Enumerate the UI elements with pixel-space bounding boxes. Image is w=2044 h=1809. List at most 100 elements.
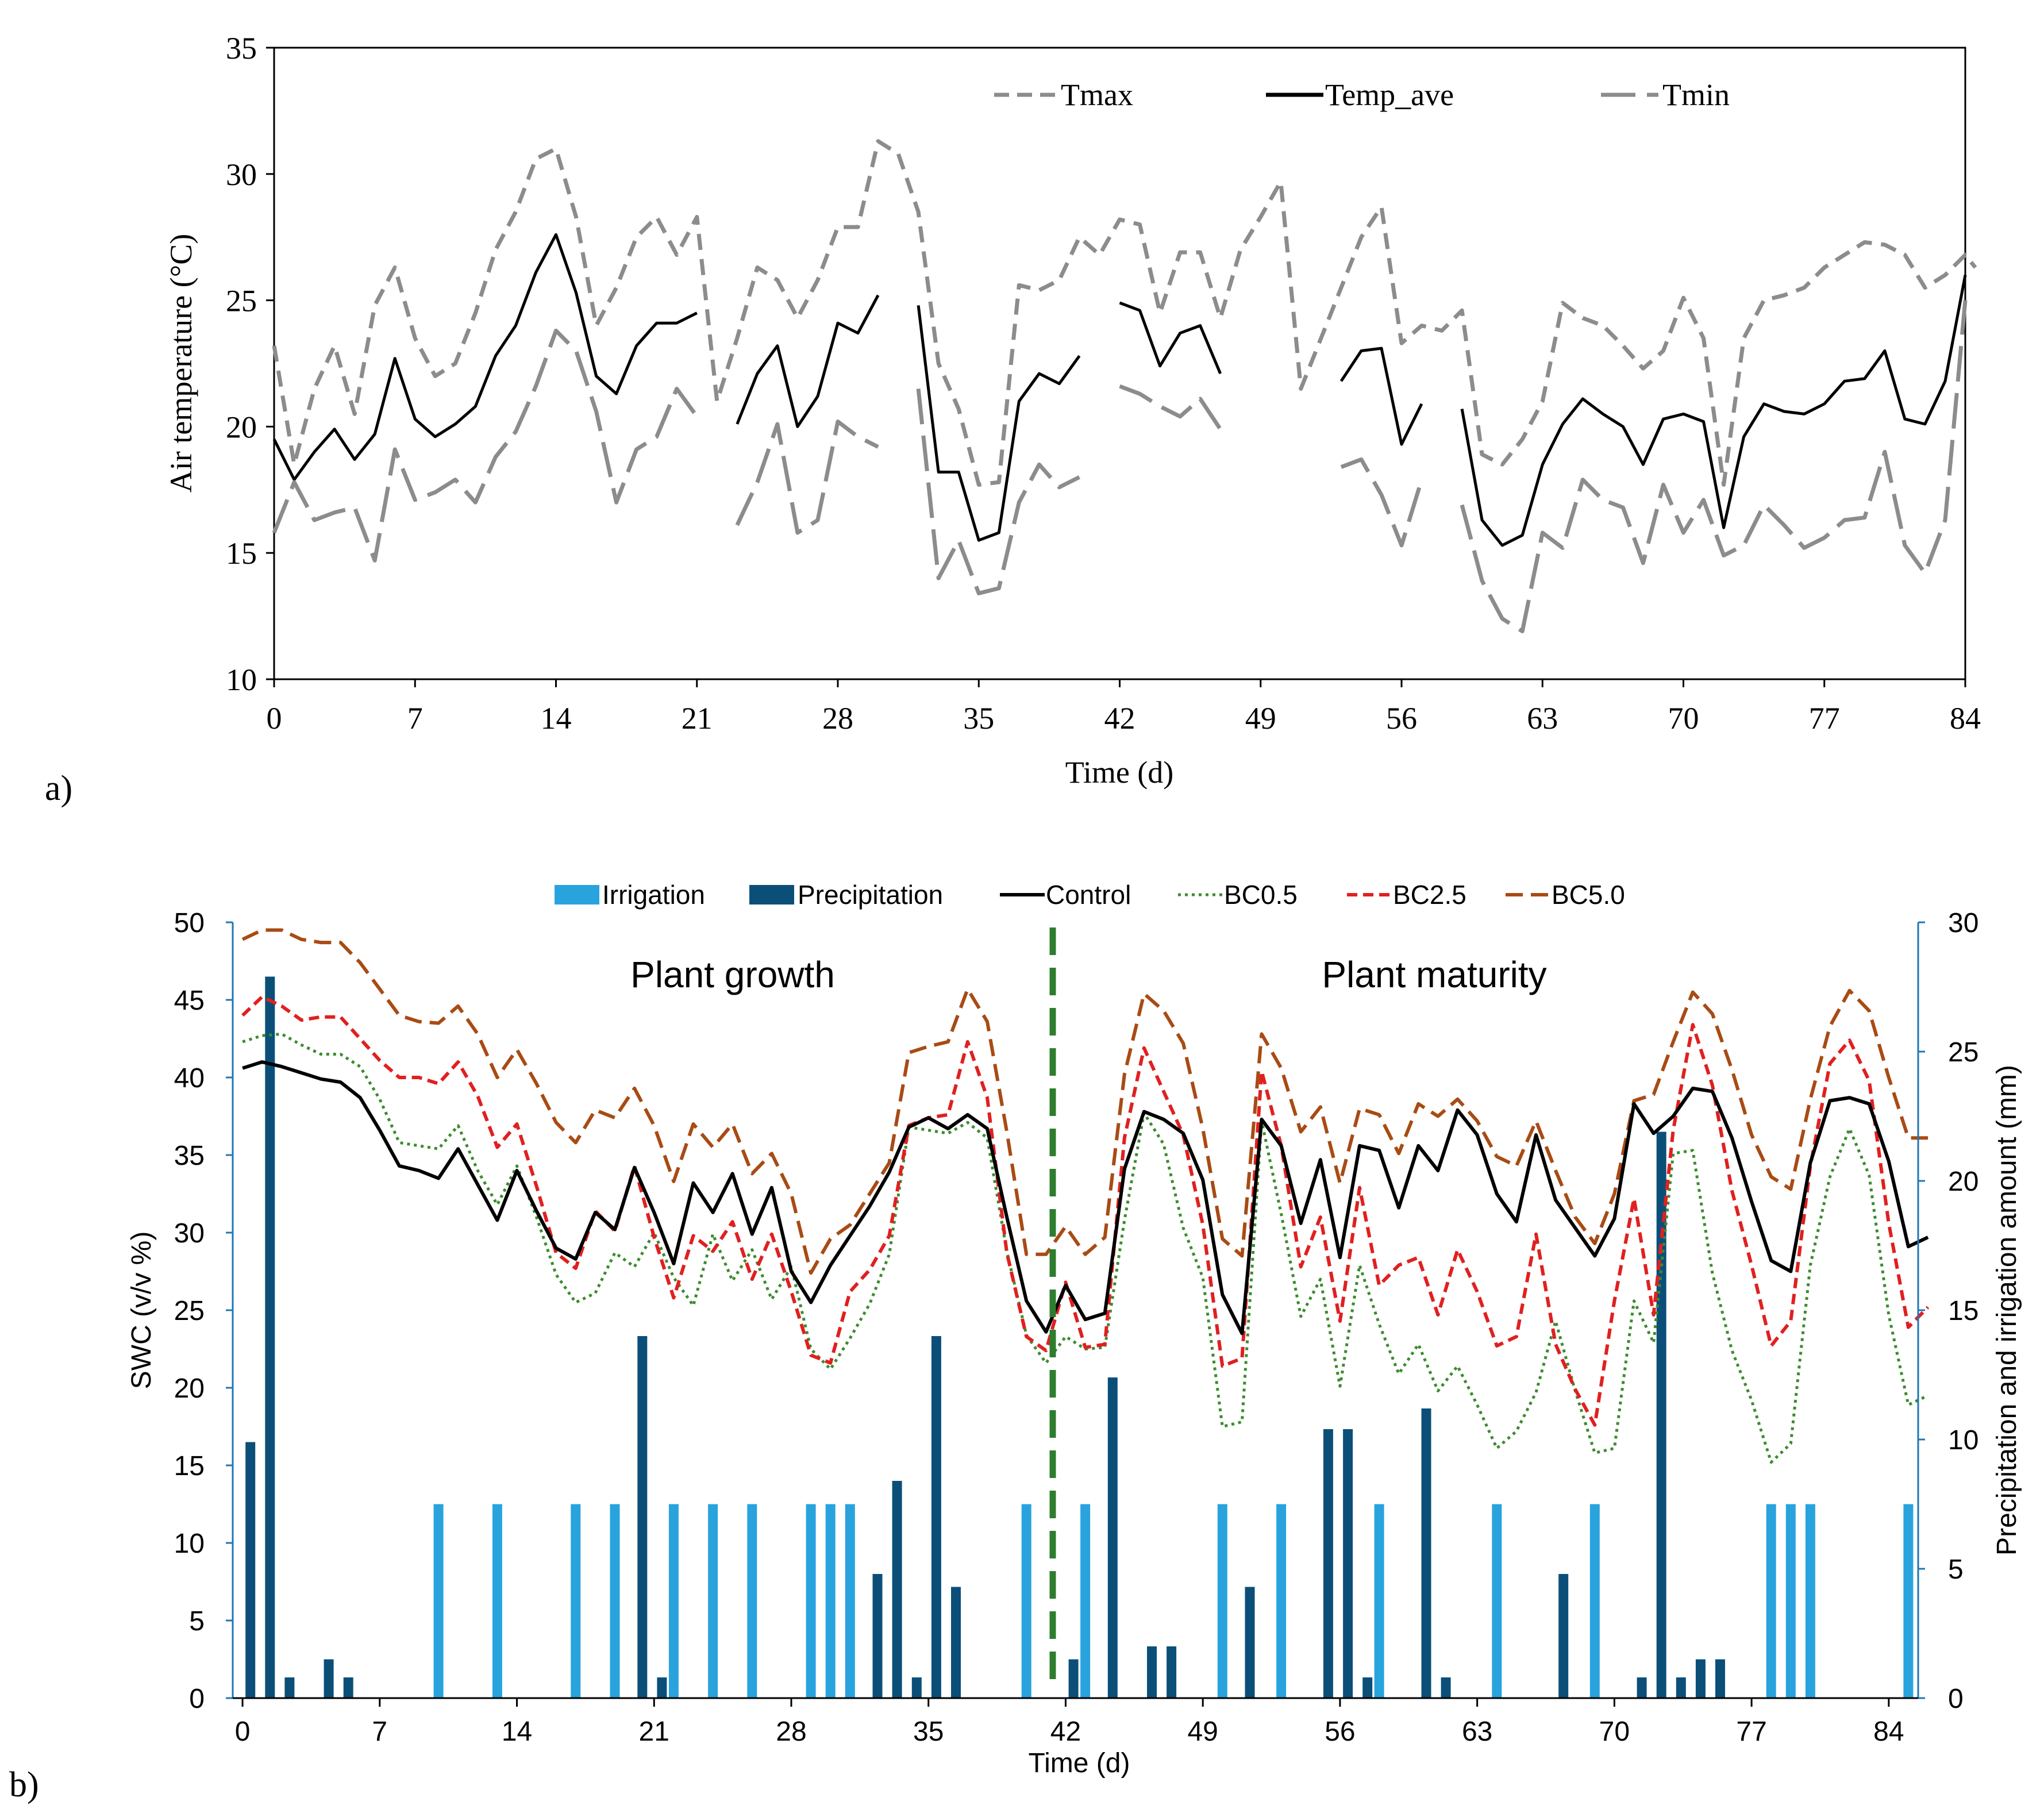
- bar-precipitation: [1421, 1408, 1431, 1698]
- b-ytick-label: 15: [174, 1451, 205, 1481]
- b-y2tick-label: 15: [1948, 1296, 1978, 1326]
- series-temp-ave-line: [1119, 301, 1222, 375]
- annotation-plant-maturity: Plant maturity: [1322, 954, 1546, 995]
- b-xtick-label: 70: [1599, 1716, 1630, 1747]
- bar-precipitation: [343, 1677, 353, 1698]
- b-ytick-label: 30: [174, 1218, 205, 1249]
- bar-precipitation: [284, 1677, 295, 1698]
- series-tmin-line: [1119, 384, 1222, 430]
- series-bc5-0-line: [241, 928, 1928, 1275]
- bar-precipitation: [1656, 1131, 1666, 1698]
- legend-label-bc25: BC2.5: [1393, 880, 1466, 910]
- a-xtick-label: 28: [822, 701, 853, 736]
- panel-b-legend: Irrigation Precipitation Control BC0.5 B…: [555, 880, 1625, 910]
- a-xtick-label: 49: [1245, 701, 1276, 736]
- bar-precipitation: [1637, 1677, 1647, 1698]
- a-ytick-label: 25: [226, 284, 257, 318]
- b-y2tick-label: 30: [1948, 908, 1978, 938]
- a-xtick-label: 63: [1527, 701, 1558, 736]
- a-ytick-label: 35: [226, 31, 257, 66]
- a-xtick-label: 56: [1386, 701, 1417, 736]
- series-tmin-line: [272, 328, 699, 563]
- series-temp-ave-line: [917, 305, 1081, 542]
- bar-irrigation: [668, 1504, 679, 1698]
- b-ytick-label: 25: [174, 1296, 205, 1326]
- bar-irrigation: [571, 1504, 581, 1698]
- series-bc2-5-line: [241, 995, 1930, 1427]
- bar-irrigation: [1805, 1504, 1815, 1698]
- b-ytick-label: 50: [174, 908, 205, 938]
- bar-irrigation: [1492, 1504, 1502, 1698]
- bar-irrigation: [1903, 1504, 1914, 1698]
- b-xtick-label: 63: [1462, 1716, 1492, 1747]
- panel-b: 0 5 10 15 20 25 30 35 40 45 50 0 5 10 15 20 25 30 0 7 14 21…: [9, 880, 2022, 1804]
- bar-precipitation: [892, 1481, 902, 1698]
- bar-precipitation: [931, 1336, 941, 1698]
- legend-label-precipitation: Precipitation: [798, 880, 943, 910]
- series-tmin-line: [916, 388, 1080, 595]
- b-ytick-label: 35: [174, 1141, 205, 1171]
- panel-b-left-y-axis: 0 5 10 15 20 25 30 35 40 45 50: [174, 908, 233, 1714]
- bar-irrigation: [708, 1504, 718, 1698]
- b-xtick-label: 28: [776, 1716, 806, 1747]
- bar-irrigation: [1374, 1504, 1384, 1698]
- legend-label-tmin: Tmin: [1662, 78, 1730, 112]
- bar-precipitation: [1695, 1659, 1706, 1698]
- b-y2tick-label: 20: [1948, 1167, 1978, 1197]
- panel-b-series: [241, 928, 1930, 1464]
- a-xtick-label: 14: [541, 701, 572, 736]
- panel-a-label: a): [45, 769, 72, 808]
- a-xtick-label: 7: [407, 701, 423, 736]
- panel-a-y-axis: 10 15 20 25 30 35: [226, 31, 274, 697]
- legend-label-tmax: Tmax: [1061, 78, 1133, 112]
- bar-precipitation: [1068, 1659, 1079, 1698]
- a-ytick-label: 20: [226, 410, 257, 444]
- annotation-plant-growth: Plant growth: [630, 954, 835, 995]
- b-y2tick-label: 10: [1948, 1425, 1978, 1456]
- b-xtick-label: 84: [1873, 1716, 1904, 1747]
- legend-label-control: Control: [1046, 880, 1131, 910]
- legend-label-bc05: BC0.5: [1224, 880, 1298, 910]
- bar-precipitation: [1147, 1646, 1157, 1698]
- panel-a-legend: Tmax Temp_ave Tmin: [994, 78, 1730, 112]
- bar-precipitation: [1558, 1574, 1569, 1698]
- series-tmax-line: [272, 139, 1977, 487]
- bar-precipitation: [1343, 1429, 1353, 1698]
- a-xtick-label: 35: [963, 701, 994, 736]
- a-xtick-label: 21: [682, 701, 713, 736]
- b-xtick-label: 21: [639, 1716, 669, 1747]
- series-temp-ave-line: [736, 294, 880, 428]
- series-tmin-line: [1460, 300, 1968, 633]
- panel-a-x-axis-title: Time (d): [1065, 755, 1174, 790]
- b-ytick-label: 20: [174, 1373, 205, 1404]
- b-xtick-label: 0: [235, 1716, 251, 1747]
- b-y2tick-label: 5: [1948, 1554, 1964, 1585]
- b-xtick-label: 49: [1187, 1716, 1218, 1747]
- b-xtick-label: 77: [1736, 1716, 1766, 1747]
- bar-precipitation: [1245, 1587, 1255, 1698]
- legend-label-irrigation: Irrigation: [602, 880, 705, 910]
- b-xtick-label: 56: [1325, 1716, 1355, 1747]
- series-temp-ave-line: [1339, 347, 1423, 446]
- a-xtick-label: 42: [1104, 701, 1135, 736]
- panel-b-y2-axis-title: Precipitation and irrigation amount (mm): [1992, 1065, 2022, 1556]
- bar-irrigation: [1021, 1504, 1031, 1698]
- panel-b-right-y-axis: 0 5 10 15 20 25 30: [1918, 908, 1978, 1714]
- a-xtick-label: 70: [1668, 701, 1699, 736]
- bar-precipitation: [324, 1659, 334, 1698]
- bar-irrigation: [1080, 1504, 1091, 1698]
- b-ytick-label: 10: [174, 1529, 205, 1559]
- bar-irrigation: [1785, 1504, 1796, 1698]
- series-temp-ave-line: [1460, 275, 1967, 547]
- bar-irrigation: [806, 1504, 816, 1698]
- b-xtick-label: 42: [1050, 1716, 1081, 1747]
- panel-a-series: [272, 139, 1977, 633]
- bar-precipitation: [637, 1336, 648, 1698]
- panel-a: 10 15 20 25 30 35 0 7 14 21 28 35 42 49 56 63 70 77 84 Tm…: [45, 31, 1981, 808]
- legend-label-temp-ave: Temp_ave: [1325, 78, 1454, 112]
- bar-precipitation: [265, 976, 275, 1698]
- series-tmin-line: [1340, 457, 1424, 548]
- panel-a-x-axis: 0 7 14 21 28 35 42 49 56 63 70 77 84: [267, 679, 1981, 736]
- legend-swatch-precipitation: [749, 885, 794, 904]
- bar-precipitation: [1441, 1677, 1451, 1698]
